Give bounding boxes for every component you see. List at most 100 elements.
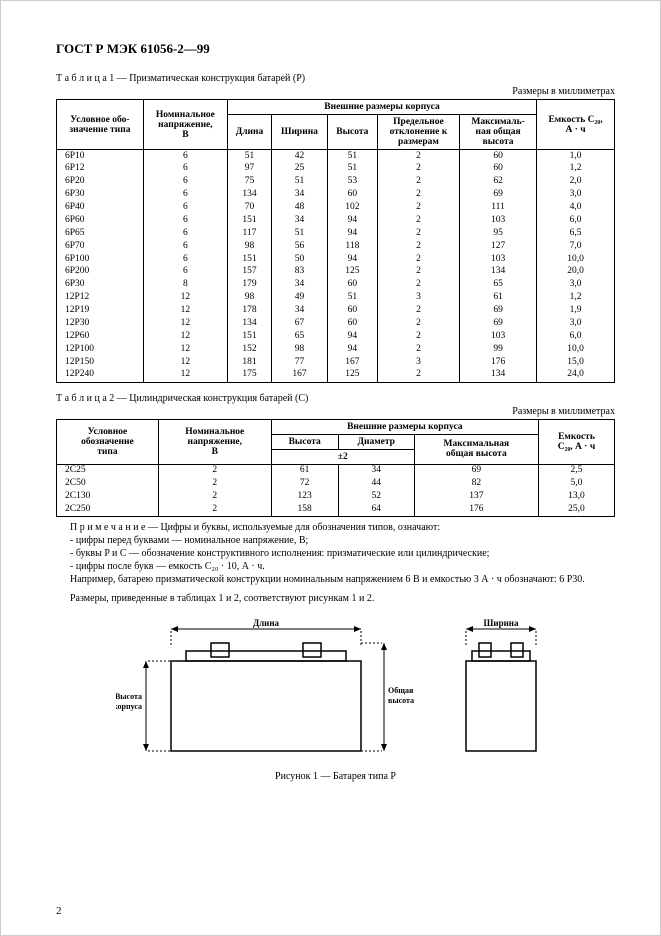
table-cell: 1,0 [537,150,615,163]
table-cell: 34 [338,464,414,477]
t1-h-width: Ширина [272,115,328,150]
table-cell: 6P10 [57,150,144,163]
table-cell: 49 [272,292,328,305]
table-cell: 6P70 [57,240,144,253]
table-cell: 51 [227,150,271,163]
table-cell: 125 [327,369,377,382]
table-cell: 2 [377,266,459,279]
table-cell: 6 [143,266,227,279]
table-cell: 167 [272,369,328,382]
notes-block: П р и м е ч а н и е — Цифры и буквы, исп… [56,521,615,586]
table-cell: 1,9 [537,305,615,318]
table-cell: 60 [327,305,377,318]
table-cell: 2,0 [537,176,615,189]
table-cell: 83 [272,266,328,279]
table-cell: 6,0 [537,214,615,227]
t1-h-capacity: Емкость C₂₀,А · ч [537,100,615,150]
table-cell: 134 [460,266,537,279]
t2-h-tol: ±2 [271,449,414,464]
table-row: 2C2526134692,5 [57,464,615,477]
table-cell: 2 [377,240,459,253]
table-cell: 6 [143,227,227,240]
table-cell: 77 [272,356,328,369]
figure-side: Ширина [446,617,556,767]
t1-h-height: Высота [327,115,377,150]
table2-units: Размеры в миллиметрах [56,406,615,417]
svg-text:корпуса: корпуса [116,702,142,711]
table-cell: 2 [377,176,459,189]
table-cell: 176 [414,503,538,516]
table-cell: 48 [272,202,328,215]
table-row: 12P12129849513611,2 [57,292,615,305]
table-cell: 2 [377,317,459,330]
table-cell: 2 [377,330,459,343]
table-cell: 10,0 [537,253,615,266]
svg-text:высота: высота [388,696,414,705]
table-cell: 65 [460,279,537,292]
svg-text:Ширина: Ширина [483,618,518,628]
table-row: 12P10012152989429910,0 [57,343,615,356]
table-row: 2C25021586417625,0 [57,503,615,516]
table-cell: 111 [460,202,537,215]
table-cell: 60 [460,150,537,163]
table-cell: 94 [327,343,377,356]
table-cell: 61 [271,464,338,477]
table-cell: 53 [327,176,377,189]
table-cell: 98 [227,292,271,305]
table-cell: 82 [414,478,538,491]
table1: Условное обо-значение типа Номинальноена… [56,99,615,383]
table-cell: 1,2 [537,292,615,305]
table-cell: 51 [327,163,377,176]
table-cell: 167 [327,356,377,369]
t1-h-type: Условное обо-значение типа [57,100,144,150]
table-cell: 2,5 [538,464,614,477]
table-row: 12P1501218177167317615,0 [57,356,615,369]
table-cell: 60 [327,189,377,202]
table-cell: 12 [143,343,227,356]
notes-l2: - буквы P и C — обозначение конструктивн… [56,547,615,560]
table-cell: 175 [227,369,271,382]
table-cell: 2 [377,189,459,202]
table-cell: 34 [272,189,328,202]
t2-h-type: Условноеобозначениетипа [57,419,159,464]
table-cell: 12P100 [57,343,144,356]
table-cell: 34 [272,279,328,292]
t2-h-diam: Диаметр [338,434,414,449]
table-row: 6P406704810221114,0 [57,202,615,215]
notes-l1: - цифры перед буквами — номинальное напр… [56,534,615,547]
notes-lead: П р и м е ч а н и е — Цифры и буквы, исп… [56,521,615,534]
table-cell: 134 [227,189,271,202]
figure-front: Длина Высота корпуса Общая вы [116,617,416,767]
table-row: 6P606151349421036,0 [57,214,615,227]
table-cell: 103 [460,330,537,343]
table-cell: 10,0 [537,343,615,356]
notes-l3: - цифры после букв — емкость C₂₀ · 10, А… [56,560,615,573]
t1-h-dims: Внешние размеры корпуса [227,100,536,115]
table-cell: 6 [143,240,227,253]
figure-caption: Рисунок 1 — Батарея типа P [56,771,615,782]
page-number: 2 [56,905,62,917]
table-cell: 2 [377,202,459,215]
table-cell: 152 [227,343,271,356]
t1-h-tol: Предельноеотклонение кразмерам [377,115,459,150]
table-cell: 2C50 [57,478,159,491]
table-cell: 94 [327,227,377,240]
table-cell: 178 [227,305,271,318]
table-cell: 2 [377,214,459,227]
table-cell: 6 [143,202,227,215]
table2-caption-num: 2 — Цилиндрическая конструкция батарей (… [109,393,308,404]
table-cell: 61 [460,292,537,305]
table-cell: 12P19 [57,305,144,318]
table-cell: 151 [227,214,271,227]
table-row: 6P30817934602653,0 [57,279,615,292]
table-cell: 6P30 [57,189,144,202]
table-cell: 3 [377,356,459,369]
table-cell: 20,0 [537,266,615,279]
table-cell: 69 [460,317,537,330]
table-cell: 2 [377,150,459,163]
table-cell: 72 [271,478,338,491]
table-cell: 2 [377,279,459,292]
table-cell: 117 [227,227,271,240]
table1-caption-label: Т а б л и ц а [56,73,107,84]
table-cell: 181 [227,356,271,369]
